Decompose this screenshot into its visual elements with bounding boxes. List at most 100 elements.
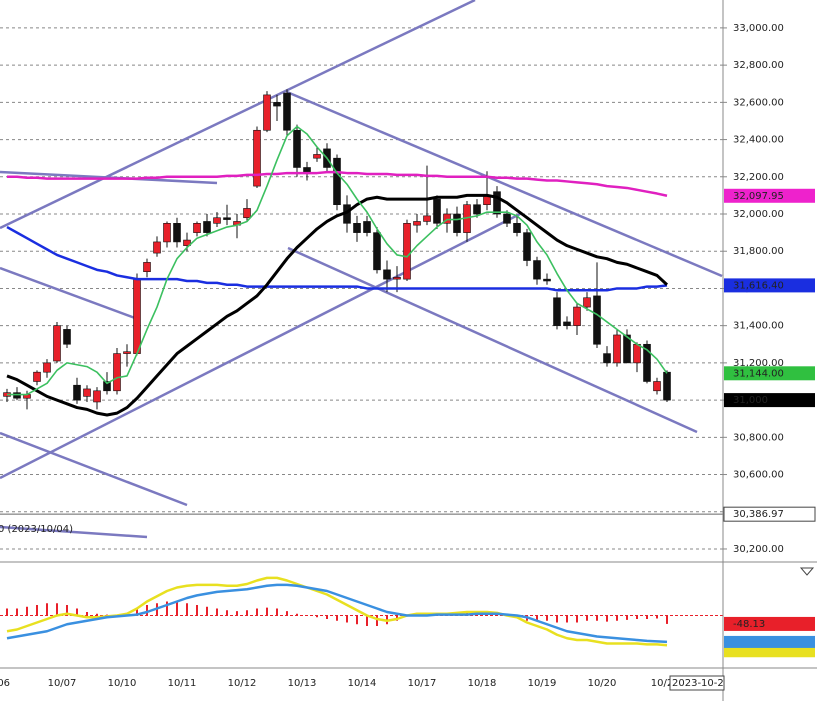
candle-body [63, 329, 71, 345]
candle-body [473, 204, 481, 215]
candle-body [83, 388, 91, 397]
candle-body [653, 381, 661, 392]
candle-body [243, 208, 251, 219]
y-tick-label: 33,000.00 [733, 23, 784, 34]
candle-body [403, 223, 411, 280]
macd-marker-label: -48.13 [733, 619, 765, 630]
candle-body [183, 239, 191, 246]
candle-body [513, 223, 521, 233]
candle-body [583, 297, 591, 308]
ma-line [6, 225, 668, 292]
candle-body [253, 129, 261, 187]
price-marker [724, 366, 815, 381]
candle-body [363, 221, 371, 233]
candle-body [543, 278, 551, 282]
candle-body [293, 129, 301, 168]
candle-body [493, 191, 501, 215]
x-tick-label: 10/07 [48, 678, 77, 689]
candle-body [13, 392, 21, 399]
price-marker-label: 31,616.40 [733, 280, 784, 291]
candle-body [453, 213, 461, 233]
candle-body [603, 353, 611, 364]
candle-body [433, 198, 441, 224]
price-marker [723, 506, 816, 522]
trendline [286, 90, 723, 278]
candle-body [53, 325, 61, 362]
price-marker-label: 32,097.95 [733, 191, 784, 202]
candle-body [123, 351, 131, 354]
candle-body [563, 321, 571, 326]
candle-body [533, 260, 541, 280]
candle-body [593, 295, 601, 345]
price-marker [724, 393, 815, 408]
candle-body [633, 343, 641, 364]
trendline [0, 0, 476, 230]
candle-body [143, 262, 151, 272]
x-tick-label: 10/19 [528, 678, 557, 689]
candle-body [103, 381, 111, 392]
y-tick-label: 32,400.00 [733, 135, 784, 146]
ma-line [6, 193, 669, 417]
candle-body [163, 223, 171, 243]
y-tick-label: 31,400.00 [733, 321, 784, 332]
candle-body [43, 362, 51, 373]
candle-body [503, 213, 511, 224]
y-tick-label: 32,600.00 [733, 97, 784, 108]
y-tick-label: 32,800.00 [733, 60, 784, 71]
trendline [0, 266, 136, 320]
candle-body [223, 217, 231, 220]
y-tick-label: 30,200.00 [733, 544, 784, 555]
y-tick-label: 31,200.00 [733, 358, 784, 369]
candle-body [353, 223, 361, 233]
y-tick-label: 32,000.00 [733, 209, 784, 220]
candle-body [93, 390, 101, 403]
candle-body [443, 213, 451, 224]
x-tick-label: 10/2 [651, 678, 673, 689]
x-tick-label: /06 [0, 678, 10, 689]
candle-body [33, 371, 41, 382]
candle-body [413, 221, 421, 226]
candle-body [133, 278, 141, 354]
candle-body [423, 215, 431, 222]
candle-body [73, 384, 81, 401]
annotation: 0 (2023/10/04) [0, 524, 73, 535]
trendline [287, 246, 698, 434]
cursor-date: 2023-10-2 [672, 678, 724, 689]
macd-line-marker [724, 645, 815, 658]
panel-menu[interactable] [799, 567, 815, 576]
candle-body [153, 241, 161, 254]
trendline [0, 525, 148, 539]
candle-body [113, 353, 121, 392]
candle-body [283, 92, 291, 131]
trendline [0, 431, 188, 507]
x-tick-label: 10/12 [228, 678, 257, 689]
x-tick-label: 10/13 [288, 678, 317, 689]
y-tick-label: 30,800.00 [733, 432, 784, 443]
candle-body [553, 297, 561, 326]
candle-body [393, 276, 401, 280]
macd-line-marker [724, 635, 815, 648]
candle-body [273, 102, 281, 107]
price-marker [724, 188, 815, 203]
price-marker-label: 31,144.00 [733, 368, 784, 379]
candle-body [663, 371, 671, 401]
macd-marker [724, 616, 815, 631]
y-tick-label: 30,600.00 [733, 470, 784, 481]
labels: 30,200.0030,400.0030,600.0030,800.0031,0… [0, 23, 816, 691]
candle-body [263, 94, 271, 131]
y-tick-label: 32,200.00 [733, 172, 784, 183]
candle-body [383, 269, 391, 280]
cursor-date-box [669, 675, 725, 691]
plot [0, 89, 723, 647]
candle-body [373, 232, 381, 271]
x-tick-label: 10/18 [468, 678, 497, 689]
ma-line [6, 583, 668, 644]
y-tick-label: 31,800.00 [733, 246, 784, 257]
x-tick-label: 10/14 [348, 678, 377, 689]
price-marker-label: 30,386.97 [733, 509, 784, 520]
x-tick-label: 10/10 [108, 678, 137, 689]
candle-body [313, 154, 321, 159]
candle-body [173, 223, 181, 243]
